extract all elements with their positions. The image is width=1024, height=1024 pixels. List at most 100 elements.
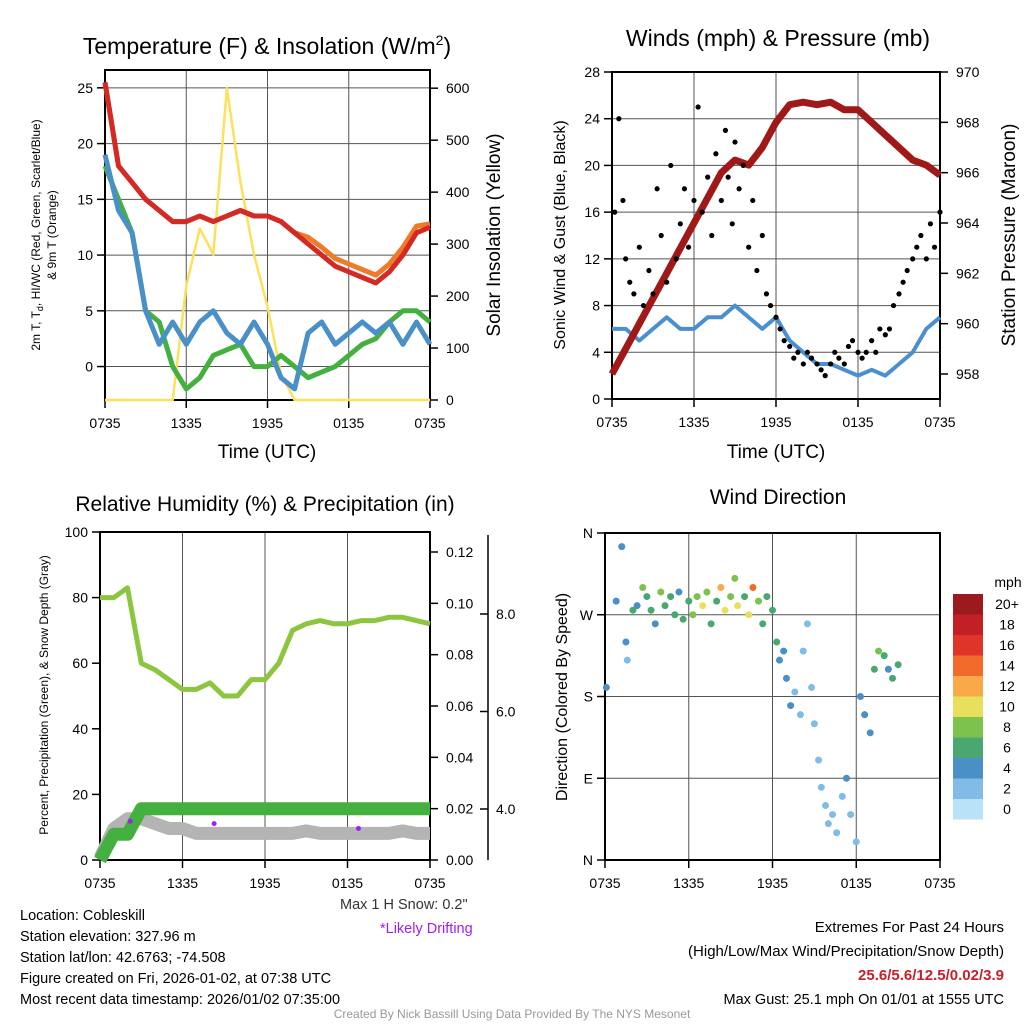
gust-point xyxy=(904,267,910,274)
series-wind-chill xyxy=(102,154,433,392)
direction-point xyxy=(703,588,711,596)
legend-swatch xyxy=(953,635,983,656)
gust-point xyxy=(740,162,746,169)
legend-swatch xyxy=(953,717,983,738)
series-snow-depth xyxy=(94,812,430,861)
gust-point xyxy=(695,104,701,110)
gust-point xyxy=(673,256,679,262)
temp-xtick-label: 1935 xyxy=(252,415,283,431)
humidity-chart: 0735 1335 1935 0135 0735 0 20 40 60 80 100 0.00 0.02… xyxy=(37,493,516,891)
gust-point xyxy=(882,332,888,338)
gust-point xyxy=(709,232,715,239)
direction-point xyxy=(741,593,749,601)
dir-ytick-label: N xyxy=(583,525,593,541)
gust-point xyxy=(877,326,883,332)
series-relative-humidity xyxy=(100,585,431,699)
temp-xtick-label: 0735 xyxy=(414,415,445,431)
wind-ytick-label: 4 xyxy=(592,344,600,360)
gust-point xyxy=(859,355,865,361)
wind-ytick-label: 24 xyxy=(584,111,600,127)
direction-point xyxy=(727,593,735,601)
direction-point xyxy=(829,811,837,819)
direction-point xyxy=(661,602,669,610)
gust-point xyxy=(814,361,820,367)
direction-point xyxy=(803,620,811,628)
direction-point xyxy=(657,588,665,596)
solar-axis-tick-label: 100 xyxy=(446,340,470,356)
gust-point xyxy=(627,279,633,285)
direction-point xyxy=(808,683,816,691)
gust-point xyxy=(863,349,869,355)
pressure-axis-tick-label: 968 xyxy=(956,114,980,130)
gust-point xyxy=(732,139,738,145)
temp-xtick-label: 0735 xyxy=(89,415,120,431)
wind-xtick-label: 1335 xyxy=(678,414,709,430)
gust-point xyxy=(914,244,920,250)
gust-point xyxy=(869,338,875,344)
direction-point xyxy=(775,656,783,664)
gust-point xyxy=(787,343,793,350)
legend-swatch xyxy=(953,655,983,676)
direction-point xyxy=(787,702,795,710)
rh-ytick-label: 60 xyxy=(72,655,88,671)
direction-point xyxy=(815,756,823,764)
gust-point xyxy=(808,355,815,361)
direction-point xyxy=(833,829,841,837)
direction-y-label: Direction (Colored By Speed) xyxy=(554,593,571,801)
gust-point xyxy=(890,302,897,309)
gust-point xyxy=(650,291,656,297)
gust-point xyxy=(654,186,660,192)
temperature-chart: 0735 1335 1935 0135 073505101520250100200300… xyxy=(29,32,505,463)
direction-point xyxy=(629,606,637,614)
wind-ytick-label: 20 xyxy=(584,157,600,173)
gust-point xyxy=(828,361,834,367)
gust-point xyxy=(725,174,731,180)
winds-chart-title: Winds (mph) & Pressure (mb) xyxy=(626,25,930,51)
precip-axis-tick-label: 0.00 xyxy=(446,852,473,868)
drifting-marker xyxy=(356,826,361,831)
solar-y-label: Solar Insolation (Yellow) xyxy=(484,133,505,336)
direction-point xyxy=(769,606,776,614)
direction-point xyxy=(689,611,697,619)
gust-point xyxy=(631,291,637,297)
gust-point xyxy=(646,267,652,274)
humidity-chart-title: Relative Humidity (%) & Precipitation (i… xyxy=(75,493,454,516)
extremes-box: Extremes For Past 24 Hours (High/Low/Max… xyxy=(688,916,1004,1012)
wind-direction-chart: 0735 1335 1935 0135 0735 N E S W N Wind Direction D… xyxy=(554,486,1022,891)
direction-point xyxy=(612,597,620,605)
wind-xtick-label: 1935 xyxy=(760,414,791,430)
wind-direction-title: Wind Direction xyxy=(710,486,847,509)
snow-axis-tick-label: 4.0 xyxy=(496,801,516,817)
direction-point xyxy=(856,693,864,700)
temperature-chart-title: Temperature (F) & Insolation (W/m2) xyxy=(83,32,451,59)
pressure-axis-tick-label: 962 xyxy=(956,265,980,281)
wind-frame xyxy=(611,71,941,400)
gust-point xyxy=(718,197,724,204)
gust-point xyxy=(681,186,688,192)
precip-axis-tick-label: 0.08 xyxy=(446,647,473,663)
dir-ytick-label: S xyxy=(584,689,593,705)
direction-point xyxy=(602,683,610,691)
drifting-marker xyxy=(127,818,133,824)
temp-ytick-label: 5 xyxy=(85,303,93,319)
direction-point xyxy=(647,606,655,614)
temp-ytick-label: 25 xyxy=(77,80,93,96)
direction-point xyxy=(799,647,807,655)
direction-point xyxy=(721,606,729,614)
direction-point xyxy=(639,584,647,591)
gust-point xyxy=(746,244,752,250)
latlon-text: Station lat/lon: 42.6763; -74.508 xyxy=(20,950,226,966)
direction-point xyxy=(880,652,888,660)
gust-point xyxy=(664,279,670,285)
gust-point xyxy=(873,349,879,355)
gust-point xyxy=(616,116,622,122)
created-text: Figure created on Fri, 2026-01-02, at 07… xyxy=(20,971,332,987)
winds-x-label: Time (UTC) xyxy=(727,442,826,463)
direction-point xyxy=(759,620,767,628)
direction-point xyxy=(866,729,874,737)
direction-point xyxy=(796,711,804,719)
gust-point xyxy=(910,256,916,262)
gust-point xyxy=(623,256,629,262)
gust-point xyxy=(800,361,806,367)
direction-point xyxy=(782,674,790,682)
